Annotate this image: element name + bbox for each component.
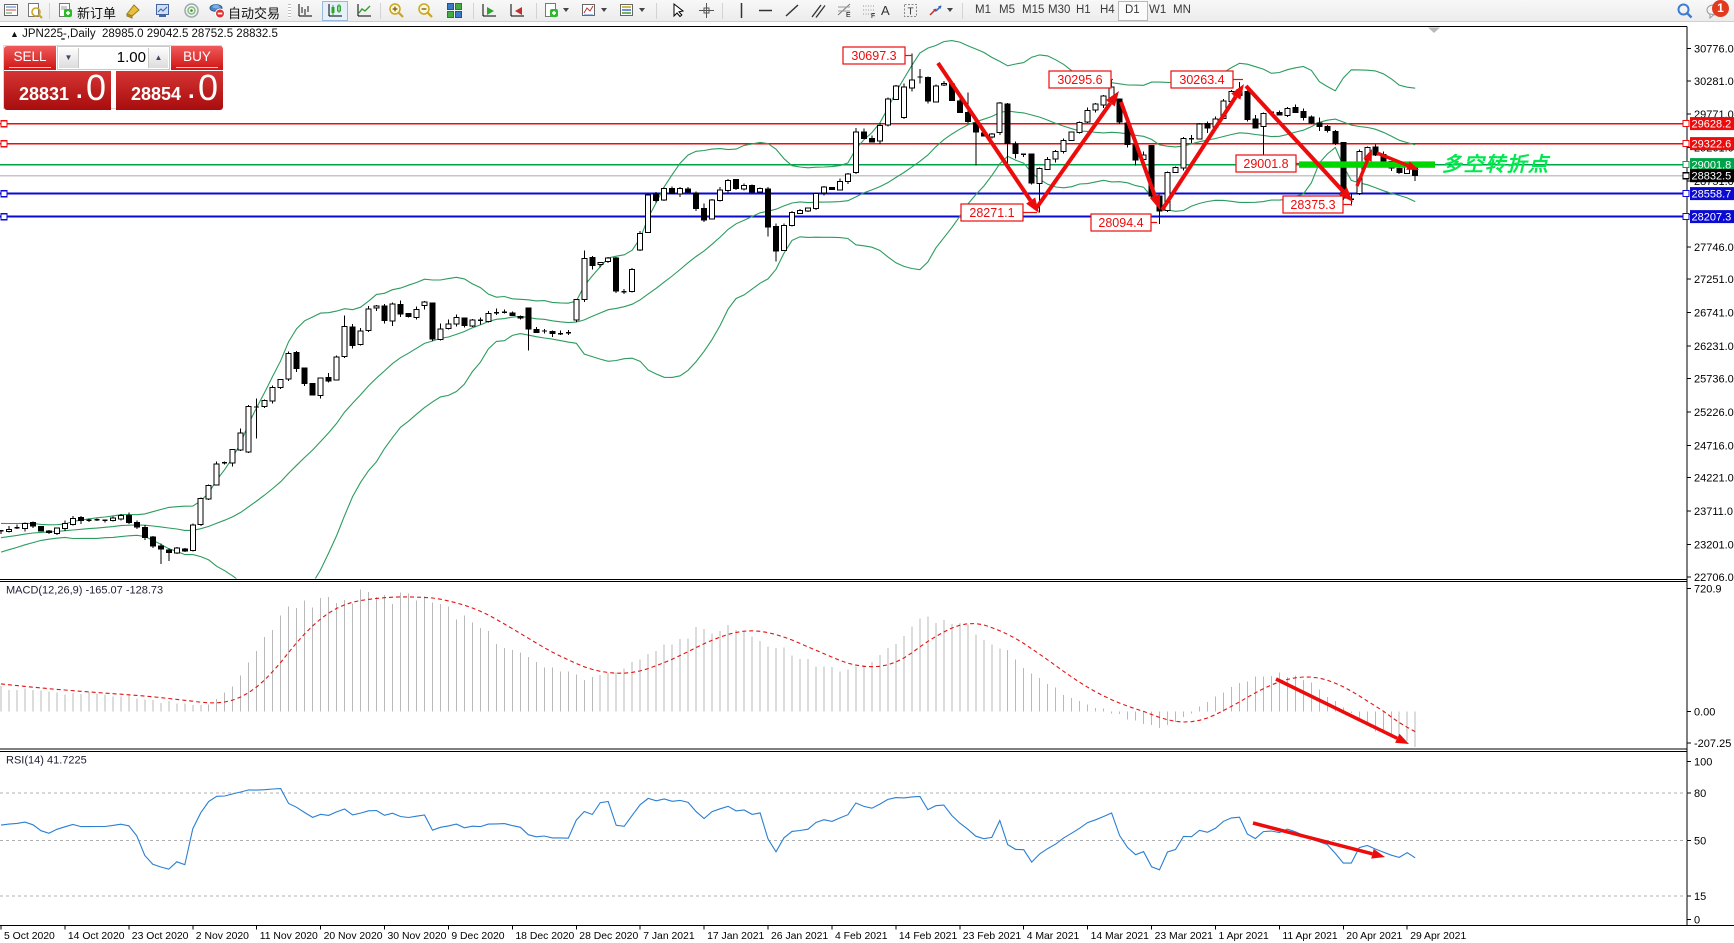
svg-text:100: 100 [1694,756,1712,768]
svg-text:11 Apr 2021: 11 Apr 2021 [1282,931,1337,942]
svg-text:28 Dec 2020: 28 Dec 2020 [579,931,638,942]
svg-text:多空转折点: 多空转折点 [1442,153,1551,176]
svg-text:29628.2: 29628.2 [1692,119,1732,131]
svg-text:22706.0: 22706.0 [1694,572,1734,584]
svg-text:26 Jan 2021: 26 Jan 2021 [771,931,828,942]
svg-text:26231.0: 26231.0 [1694,341,1734,353]
svg-text:27746.0: 27746.0 [1694,242,1734,254]
svg-text:28832.5: 28832.5 [1692,171,1732,183]
svg-text:30697.3: 30697.3 [851,49,896,63]
svg-text:23711.0: 23711.0 [1694,506,1733,518]
svg-text:23 Oct 2020: 23 Oct 2020 [132,931,189,942]
svg-text:T: T [908,7,914,18]
svg-text:0.00: 0.00 [1694,707,1715,719]
svg-text:11 Nov 2020: 11 Nov 2020 [260,931,318,942]
svg-text:1 Apr 2021: 1 Apr 2021 [1219,931,1269,942]
svg-text:F: F [871,13,875,19]
svg-text:14 Mar 2021: 14 Mar 2021 [1091,931,1150,942]
svg-text:30281.0: 30281.0 [1694,76,1734,88]
svg-text:30295.6: 30295.6 [1057,73,1102,87]
svg-text:28375.3: 28375.3 [1290,198,1335,212]
svg-text:23201.0: 23201.0 [1694,540,1734,552]
svg-text:20 Apr 2021: 20 Apr 2021 [1346,931,1402,942]
svg-text:17 Jan 2021: 17 Jan 2021 [707,931,764,942]
svg-text:24716.0: 24716.0 [1694,440,1734,452]
svg-text:25736.0: 25736.0 [1694,374,1734,386]
svg-text:720.9: 720.9 [1694,584,1722,596]
svg-text:14 Oct 2020: 14 Oct 2020 [68,931,125,942]
svg-text:15: 15 [1694,891,1706,903]
svg-text:30263.4: 30263.4 [1179,73,1224,87]
svg-text:14 Feb 2021: 14 Feb 2021 [899,931,958,942]
svg-text:E: E [846,12,851,19]
svg-text:MACD(12,26,9) -165.07 -128.73: MACD(12,26,9) -165.07 -128.73 [6,585,163,597]
svg-text:29322.6: 29322.6 [1692,139,1732,151]
svg-text:26741.0: 26741.0 [1694,308,1734,320]
svg-text:29001.8: 29001.8 [1692,160,1732,172]
svg-text:28207.3: 28207.3 [1692,212,1732,224]
svg-text:27251.0: 27251.0 [1694,274,1734,286]
svg-text:5 Oct 2020: 5 Oct 2020 [4,931,55,942]
svg-text:25226.0: 25226.0 [1694,407,1734,419]
svg-text:30 Nov 2020: 30 Nov 2020 [388,931,447,942]
svg-text:30776.0: 30776.0 [1694,43,1734,55]
svg-text:-207.25: -207.25 [1694,738,1731,750]
svg-text:24221.0: 24221.0 [1694,473,1734,485]
svg-text:29 Apr 2021: 29 Apr 2021 [1410,931,1466,942]
svg-text:9 Dec 2020: 9 Dec 2020 [451,931,504,942]
svg-text:18 Dec 2020: 18 Dec 2020 [515,931,574,942]
svg-text:50: 50 [1694,835,1706,847]
svg-text:28271.1: 28271.1 [969,206,1014,220]
svg-text:4 Mar 2021: 4 Mar 2021 [1027,931,1080,942]
svg-text:23 Mar 2021: 23 Mar 2021 [1155,931,1214,942]
svg-text:23 Feb 2021: 23 Feb 2021 [963,931,1022,942]
svg-text:29001.8: 29001.8 [1243,157,1288,171]
svg-text:RSI(14) 41.7225: RSI(14) 41.7225 [6,755,87,767]
svg-text:80: 80 [1694,788,1706,800]
svg-text:28094.4: 28094.4 [1098,216,1143,230]
svg-text:2 Nov 2020: 2 Nov 2020 [196,931,249,942]
svg-text:0: 0 [1694,915,1700,927]
svg-text:28558.7: 28558.7 [1692,189,1732,201]
svg-text:7 Jan 2021: 7 Jan 2021 [643,931,695,942]
svg-text:4 Feb 2021: 4 Feb 2021 [835,931,888,942]
svg-text:20 Nov 2020: 20 Nov 2020 [324,931,383,942]
